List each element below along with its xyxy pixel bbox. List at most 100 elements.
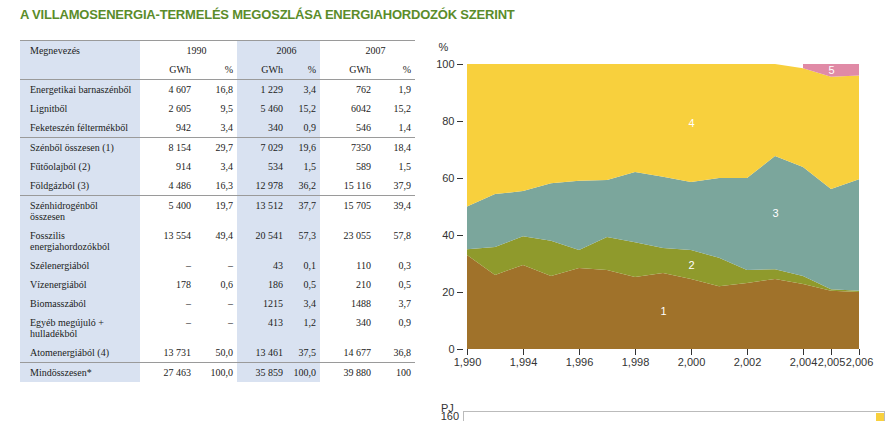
html-text:36,2: 36,2 <box>298 180 316 191</box>
html-text:15,2: 15,2 <box>393 103 411 114</box>
html-text:9,5: 9,5 <box>220 103 233 114</box>
html-text:16,8: 16,8 <box>215 84 233 95</box>
html-text:37,9: 37,9 <box>393 180 411 191</box>
html-text:762: 762 <box>356 84 371 95</box>
html-text:546: 546 <box>356 122 371 133</box>
html-text:1,5: 1,5 <box>303 161 316 172</box>
html-text:7 029: 7 029 <box>260 142 283 153</box>
html-text:15,2: 15,2 <box>298 103 316 114</box>
svg-text:2,005: 2,005 <box>818 356 846 368</box>
html-text:Lignitből: Lignitből <box>30 103 68 114</box>
html-text:0,1: 0,1 <box>303 260 316 271</box>
svg-text:40: 40 <box>442 229 454 241</box>
html-text:7350: 7350 <box>351 142 371 153</box>
svg-text:160: 160 <box>441 410 459 421</box>
html-text:4 607: 4 607 <box>168 84 191 95</box>
html-text:12 978: 12 978 <box>255 180 283 191</box>
svg-text:1,994: 1,994 <box>510 356 538 368</box>
html-text:Fosszilis energiahordozókból: Fosszilis energiahordozókból <box>30 230 110 252</box>
html-text:18,4: 18,4 <box>393 142 411 153</box>
html-text:15 116: 15 116 <box>343 180 371 191</box>
html-text:5 460: 5 460 <box>260 103 283 114</box>
svg-text:80: 80 <box>442 115 454 127</box>
svg-text:1: 1 <box>660 305 666 317</box>
svg-text:3: 3 <box>772 207 778 219</box>
html-text:186: 186 <box>268 279 283 290</box>
html-text:Szénhidrogénből összesen: Szénhidrogénből összesen <box>30 200 98 222</box>
svg-text:PJ: PJ <box>441 402 454 414</box>
html-text:A VILLAMOSENERGIA-TERMELÉS MEG: A VILLAMOSENERGIA-TERMELÉS MEGOSZLÁSA EN… <box>20 7 515 22</box>
html-text:Feketeszén féltermékből: Feketeszén féltermékből <box>30 122 128 133</box>
html-text:Földgázból (3): Földgázból (3) <box>30 180 90 191</box>
svg-text:5: 5 <box>828 64 834 76</box>
html-text:0,3: 0,3 <box>398 260 411 271</box>
html-text:37,7: 37,7 <box>298 200 316 211</box>
html-text:6042: 6042 <box>351 103 371 114</box>
svg-text:1,998: 1,998 <box>622 356 650 368</box>
html-text:13 512: 13 512 <box>255 200 283 211</box>
svg-text:0: 0 <box>448 343 454 355</box>
html-text:5 400: 5 400 <box>168 200 191 211</box>
svg-text:2,006: 2,006 <box>846 356 874 368</box>
html-text:0,9: 0,9 <box>303 122 316 133</box>
html-text:1,4: 1,4 <box>398 122 411 133</box>
html-text:49,4: 49,4 <box>215 230 233 241</box>
html-text:29,7: 29,7 <box>215 142 233 153</box>
html-text:2006: 2006 <box>276 45 297 56</box>
svg-text:60: 60 <box>442 172 454 184</box>
svg-text:%: % <box>439 41 449 53</box>
svg-text:2,000: 2,000 <box>678 356 706 368</box>
html-text:4 486: 4 486 <box>168 180 191 191</box>
html-text:0,6: 0,6 <box>220 279 233 290</box>
svg-text:2,004: 2,004 <box>790 356 818 368</box>
html-text:110: 110 <box>356 260 371 271</box>
html-text:Egyéb megújuló + hulladékból: Egyéb megújuló + hulladékból <box>30 317 104 339</box>
html-text:20 541: 20 541 <box>255 230 283 241</box>
html-text:1,5: 1,5 <box>398 161 411 172</box>
html-text:19,7: 19,7 <box>215 200 233 211</box>
html-text:2 605: 2 605 <box>168 103 191 114</box>
html-text:3,4: 3,4 <box>220 122 233 133</box>
svg-text:1,990: 1,990 <box>454 356 482 368</box>
html-text:23 055: 23 055 <box>343 230 371 241</box>
html-text:942: 942 <box>176 122 191 133</box>
html-text:39,4: 39,4 <box>393 200 411 211</box>
html-text:Fűtőolajból (2): Fűtőolajból (2) <box>30 161 91 172</box>
html-text:GWh: GWh <box>261 64 283 75</box>
html-text:57,3: 57,3 <box>298 230 316 241</box>
html-text:Vízenergiából: Vízenergiából <box>30 279 87 290</box>
html-text:178: 178 <box>176 279 191 290</box>
svg-text:4: 4 <box>688 117 694 129</box>
html-text:534: 534 <box>268 161 283 172</box>
html-text:Energetikai barnaszénből: Energetikai barnaszénből <box>30 84 132 95</box>
html-text:15 705: 15 705 <box>343 200 371 211</box>
html-text:0,5: 0,5 <box>303 279 316 290</box>
html-text:GWh: GWh <box>349 64 371 75</box>
html-text:Megnevezés: Megnevezés <box>30 45 80 56</box>
html-text:GWh: GWh <box>169 64 191 75</box>
html-text:589: 589 <box>356 161 371 172</box>
html-text:8 154: 8 154 <box>168 142 191 153</box>
svg-text:2,002: 2,002 <box>734 356 762 368</box>
html-text:Szélenergiából: Szélenergiából <box>30 260 90 271</box>
html-text:1 229: 1 229 <box>260 84 283 95</box>
html-text:3,4: 3,4 <box>220 161 233 172</box>
svg-text:1,996: 1,996 <box>566 356 594 368</box>
html-text:914: 914 <box>176 161 191 172</box>
html-text:1990: 1990 <box>186 45 207 56</box>
html-text:Szénből összesen (1): Szénből összesen (1) <box>30 142 114 153</box>
svg-text:2: 2 <box>688 259 694 271</box>
html-text:340: 340 <box>268 122 283 133</box>
html-text:Biomasszából: Biomasszából <box>30 298 87 309</box>
html-text:19,6: 19,6 <box>298 142 316 153</box>
html-text:57,8: 57,8 <box>393 230 411 241</box>
html-text:3,4: 3,4 <box>303 84 316 95</box>
svg-text:20: 20 <box>442 286 454 298</box>
html-text:210: 210 <box>356 279 371 290</box>
svg-text:100: 100 <box>436 58 454 70</box>
html-text:1,9: 1,9 <box>398 84 411 95</box>
html-text:13 554: 13 554 <box>163 230 191 241</box>
html-text:0,5: 0,5 <box>398 279 411 290</box>
html-text:2007: 2007 <box>365 45 386 56</box>
html-text:16,3: 16,3 <box>215 180 233 191</box>
